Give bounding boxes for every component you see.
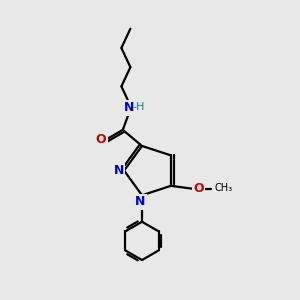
Text: N: N: [114, 164, 124, 177]
Text: O: O: [193, 182, 204, 195]
Text: O: O: [96, 133, 106, 146]
Text: N: N: [135, 195, 146, 208]
Text: -H: -H: [132, 102, 145, 112]
Text: CH₃: CH₃: [215, 183, 233, 193]
Text: N: N: [124, 101, 134, 114]
